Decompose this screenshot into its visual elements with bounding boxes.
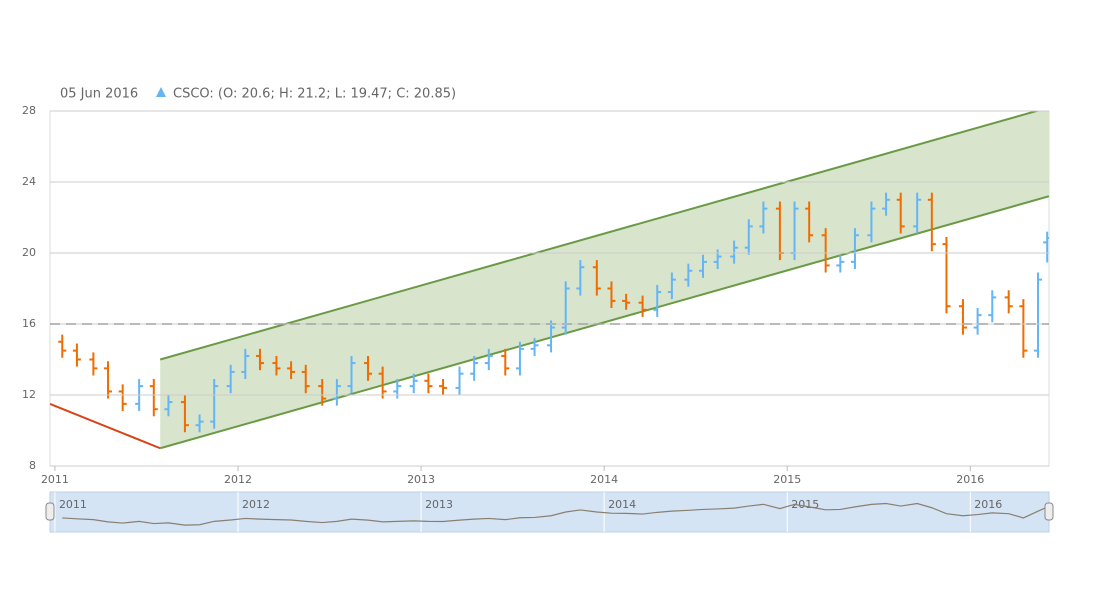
scroller-label: 2014 — [608, 498, 636, 511]
legend-date: 05 Jun 2016 — [60, 87, 138, 102]
scroller-label: 2012 — [242, 498, 270, 511]
legend-marker — [156, 87, 166, 97]
x-tick-label: 2015 — [773, 473, 801, 486]
plot-area — [50, 111, 1049, 450]
scroller-label: 2016 — [974, 498, 1002, 511]
scroller-handle[interactable] — [1044, 502, 1054, 521]
scroller-line — [62, 502, 1048, 526]
x-tick-label: 2014 — [590, 473, 618, 486]
x-tick-label: 2012 — [224, 473, 252, 486]
x-tick-label: 2011 — [41, 473, 69, 486]
legend-text: CSCO: (O: 20.6; H: 21.2; L: 19.47; C: 20… — [173, 87, 456, 102]
scroller-label: 2011 — [59, 498, 87, 511]
channel-fill — [160, 111, 1049, 449]
y-tick-label: 28 — [22, 104, 36, 117]
scroller[interactable] — [49, 491, 1050, 533]
y-tick-label: 20 — [22, 246, 36, 259]
scroller-handle[interactable] — [45, 502, 55, 521]
y-tick-label: 24 — [22, 175, 36, 188]
y-tick-label: 12 — [22, 388, 36, 401]
y-tick-label: 8 — [29, 459, 36, 472]
channel-line — [159, 195, 1049, 450]
scroller-label: 2013 — [425, 498, 453, 511]
trend-line — [50, 402, 161, 450]
x-tick-label: 2016 — [956, 473, 984, 486]
x-tick-label: 2013 — [407, 473, 435, 486]
y-tick-label: 16 — [22, 317, 36, 330]
channel-line — [159, 111, 1041, 361]
